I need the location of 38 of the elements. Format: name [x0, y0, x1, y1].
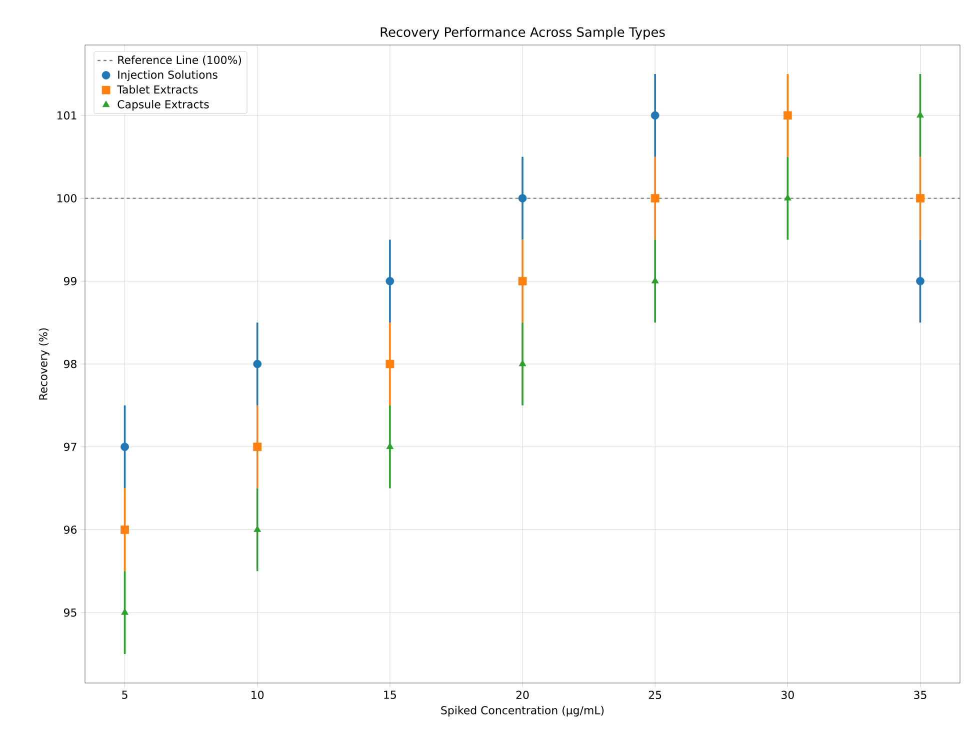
- point: [254, 526, 261, 532]
- point: [650, 111, 660, 120]
- point: [518, 194, 527, 202]
- chart-title: Recovery Performance Across Sample Types: [380, 26, 665, 40]
- point: [784, 194, 792, 200]
- point: [518, 276, 527, 286]
- y-tick-label: 97: [64, 442, 76, 452]
- legend-label: Injection Solutions: [118, 70, 218, 81]
- legend-label: Capsule Extracts: [118, 100, 209, 111]
- x-tick-label: 25: [648, 690, 662, 700]
- point: [253, 442, 262, 452]
- x-tick-label: 10: [252, 690, 264, 700]
- y-tick-label: 101: [58, 111, 76, 120]
- point: [386, 360, 394, 368]
- y-tick-label: 96: [64, 526, 77, 534]
- point: [650, 194, 660, 202]
- point: [916, 276, 924, 286]
- y-tick-label: 100: [58, 194, 76, 202]
- x-tick-label: 35: [914, 690, 926, 700]
- point: [120, 442, 129, 452]
- x-tick-label: 15: [384, 690, 396, 699]
- point: [916, 194, 924, 202]
- point: [253, 360, 262, 368]
- point: [386, 442, 394, 450]
- y-axis-title: Recovery (%): [38, 328, 50, 400]
- point: [518, 360, 526, 366]
- legend-label: Reference Line (100%): [118, 56, 242, 66]
- x-tick-label: 5: [122, 690, 128, 699]
- x-tick-label: 20: [516, 690, 529, 700]
- point: [783, 111, 792, 120]
- legend-label: Tablet Extracts: [117, 85, 198, 94]
- point: [120, 526, 129, 534]
- y-tick-label: 95: [64, 608, 76, 617]
- x-tick-label: 30: [782, 690, 794, 700]
- y-tick-label: 98: [64, 360, 76, 368]
- y-tick-label: 99: [64, 277, 76, 286]
- point: [386, 276, 394, 286]
- x-axis-title: Spiked Concentration (µg/mL): [441, 706, 604, 717]
